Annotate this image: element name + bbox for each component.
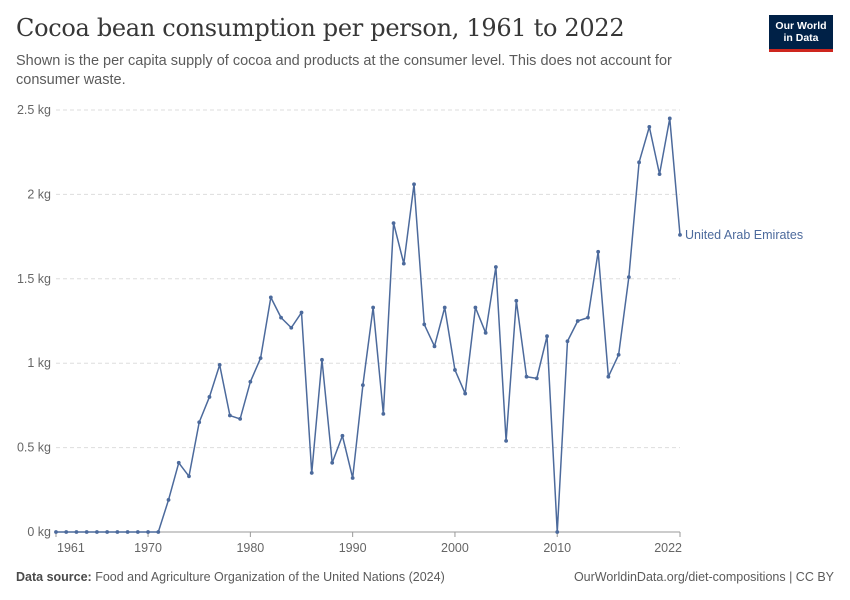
data-point[interactable] [166,498,171,502]
data-point[interactable] [268,295,273,300]
x-tick-label: 2010 [543,541,571,555]
data-point[interactable] [156,530,161,534]
data-point[interactable] [381,411,386,416]
data-point[interactable] [217,362,222,367]
data-point[interactable] [626,275,631,280]
chart-subtitle: Shown is the per capita supply of cocoa … [16,53,672,88]
data-point[interactable] [74,530,79,534]
series-layer [54,116,682,534]
data-point[interactable] [453,368,457,372]
data-point[interactable] [504,438,508,443]
data-point[interactable] [187,474,191,479]
x-tick-label: 2000 [441,541,469,555]
y-tick-label: 1.5 kg [17,272,51,286]
data-point[interactable] [545,334,549,339]
data-point[interactable] [54,530,58,534]
x-axis: 1961 1970 1980 1990 2000 2010 2022 [55,531,682,555]
data-point[interactable] [228,413,232,418]
x-tick-label: 1970 [134,541,162,555]
data-point[interactable] [606,374,611,379]
data-point[interactable] [340,433,345,438]
data-point[interactable] [289,325,294,330]
data-point[interactable] [412,182,416,187]
grid-lines [56,109,680,449]
x-tick-label: 2022 [654,541,682,555]
data-point[interactable] [371,305,376,310]
data-point[interactable] [493,265,498,269]
data-point[interactable] [95,530,99,534]
data-point[interactable] [176,460,181,465]
series-label[interactable]: United Arab Emirates [685,228,803,242]
data-point[interactable] [657,172,662,177]
source-url-link[interactable]: OurWorldinData.org/diet-compositions | C… [573,570,834,584]
data-point[interactable] [238,417,243,421]
y-tick-label: 0 kg [27,525,51,539]
series-labels: United Arab Emirates [685,228,803,242]
data-point[interactable] [596,249,601,254]
data-point[interactable] [565,339,570,344]
data-point[interactable] [534,376,539,381]
data-source-text: Food and Agriculture Organization of the… [95,570,445,584]
data-point[interactable] [667,116,672,121]
data-point[interactable] [64,530,69,534]
data-point[interactable] [320,357,324,362]
data-point[interactable] [575,319,580,323]
data-point[interactable] [555,530,560,534]
y-tick-label: 1 kg [27,356,51,370]
data-point[interactable] [473,305,478,310]
series-line[interactable] [56,117,681,533]
data-point[interactable] [105,530,110,534]
chart-title: Cocoa bean consumption per person, 1961 … [16,14,625,42]
logo-line-2: in Data [783,32,819,44]
data-point[interactable] [422,322,427,327]
y-tick-label: 2.5 kg [17,103,51,117]
data-point[interactable] [248,379,253,384]
data-point[interactable] [442,305,447,310]
data-point[interactable] [401,261,406,266]
data-point[interactable] [135,530,140,534]
data-point[interactable] [84,530,89,534]
x-tick-label: 1961 [57,541,85,555]
data-point[interactable] [463,391,468,396]
data-point[interactable] [514,298,519,303]
logo-line-1: Our World [775,20,827,32]
data-point[interactable] [146,530,150,534]
data-point[interactable] [360,383,365,388]
x-tick-label: 1980 [236,541,264,555]
data-point[interactable] [647,124,652,129]
data-point[interactable] [586,315,590,320]
data-source: Data source: Food and Agriculture Organi… [16,570,445,584]
data-point[interactable] [678,233,682,237]
data-point[interactable] [258,356,263,361]
owid-logo[interactable]: Our World in Data [769,15,833,52]
data-point[interactable] [330,460,335,465]
data-point[interactable] [125,530,130,534]
data-point[interactable] [309,471,314,475]
data-source-label: Data source: [16,570,92,584]
data-point[interactable] [637,160,641,165]
data-point[interactable] [299,310,304,315]
data-point[interactable] [483,330,488,335]
data-point[interactable] [115,530,120,534]
data-point[interactable] [391,221,396,225]
y-tick-label: 2 kg [27,187,51,201]
data-point[interactable] [432,344,437,349]
data-point[interactable] [279,315,283,320]
y-axis-ticks: 0 kg 0.5 kg 1 kg 1.5 kg 2 kg 2.5 kg [17,103,51,539]
data-point[interactable] [616,352,621,357]
data-point[interactable] [350,476,355,480]
data-point[interactable] [524,374,529,379]
x-tick-label: 1990 [339,541,367,555]
y-tick-label: 0.5 kg [17,441,51,455]
data-point[interactable] [207,395,212,399]
data-point[interactable] [197,420,202,425]
